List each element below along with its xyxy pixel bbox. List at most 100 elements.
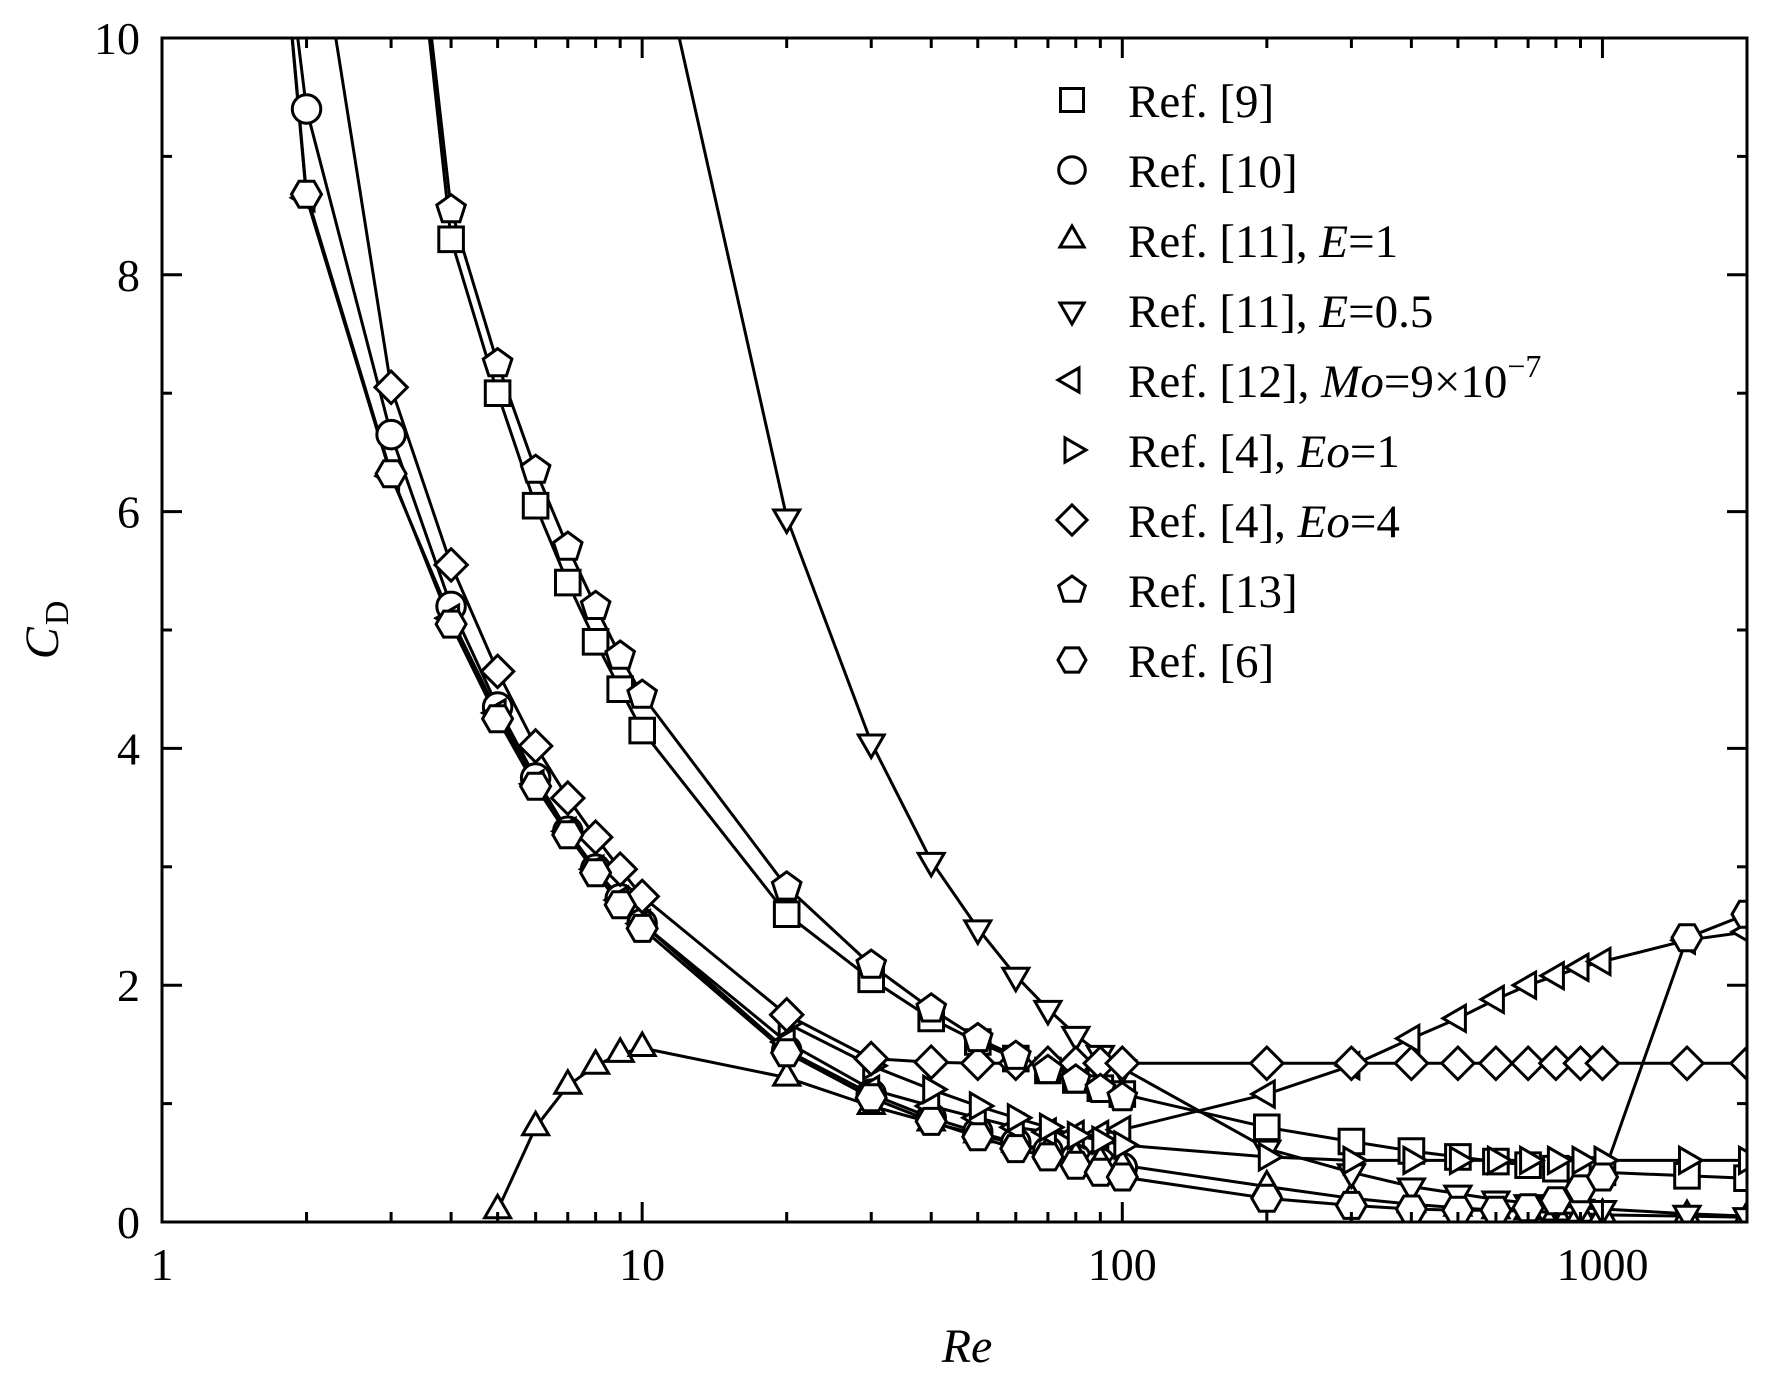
data-point-hexagon-marker: [1334, 1190, 1369, 1220]
data-point-diamond-marker: [1333, 1044, 1370, 1082]
data-point-hexagon-marker: [1441, 1195, 1475, 1222]
legend-label-part: Ref. [9]: [1128, 76, 1274, 128]
legend-label: Ref. [6]: [1128, 636, 1274, 688]
legend-label: Ref. [13]: [1128, 566, 1298, 618]
legend-label-part: Mo: [1320, 356, 1384, 408]
axis-ticks: [160, 36, 1749, 1224]
data-point-triangle-right-marker: [1113, 1129, 1141, 1161]
legend-diamond-marker: [1054, 502, 1090, 538]
data-point-pentagon-marker: [579, 589, 612, 620]
data-point-triangle-left-marker: [1537, 960, 1565, 992]
legend: Ref. [9] Ref. [10] Ref. [11], E=1 Ref. [11]…: [1054, 76, 1541, 688]
y-axis-title: CD: [16, 601, 76, 660]
data-point-triangle-right-marker: [1738, 1144, 1747, 1176]
data-point-hexagon-marker: [961, 1122, 995, 1152]
series-line-7: [334, 38, 1747, 1065]
data-point-diamond-marker: [1584, 1044, 1621, 1082]
data-point-triangle-right-marker: [1091, 1124, 1119, 1156]
data-point-pentagon-marker: [1059, 1063, 1092, 1094]
data-point-triangle-right-marker: [1519, 1144, 1547, 1176]
legend-label: Ref. [12], Mo=9×10−7: [1128, 348, 1541, 408]
plot-frame: [160, 36, 1749, 1224]
series-line-5: [290, 38, 1747, 1136]
data-point-triangle-right-marker: [1571, 1144, 1599, 1176]
data-point-triangle-right-marker: [1402, 1144, 1430, 1176]
data-point-hexagon-marker: [434, 609, 468, 639]
data-point-triangle-down-marker: [1032, 999, 1064, 1027]
x-tick-label: 1000: [1556, 1239, 1648, 1290]
legend-label-part: Ref. [10]: [1128, 146, 1298, 198]
data-point-triangle-right-marker: [1038, 1111, 1066, 1143]
legend-item: Ref. [10]: [1057, 146, 1298, 198]
data-point-diamond-marker: [1668, 1044, 1706, 1082]
data-point-triangle-right-marker: [1342, 1144, 1370, 1176]
data-point-diamond-marker: [1728, 1044, 1747, 1082]
legend-label-part: Eo: [1297, 496, 1350, 548]
y-axis-title-sub: D: [39, 601, 76, 626]
data-point-square-marker: [521, 491, 550, 520]
legend-label-part: Ref. [11],: [1128, 286, 1319, 338]
data-point-triangle-down-marker: [1395, 1177, 1427, 1205]
data-point-pentagon-marker: [999, 1039, 1032, 1070]
data-point-triangle-down-marker: [771, 508, 803, 536]
y-tick-label: 0: [117, 1197, 140, 1248]
data-point-pentagon-marker: [551, 530, 584, 561]
data-point-triangle-left-marker: [1248, 1078, 1276, 1110]
data-point-triangle-down-marker: [1671, 1204, 1703, 1222]
data-point-triangle-left-marker: [1510, 969, 1538, 1001]
data-point-square-marker: [772, 900, 801, 928]
data-point-triangle-down-marker: [1000, 966, 1032, 994]
legend-label-part: =4: [1350, 496, 1400, 548]
x-tick-label: 100: [1088, 1239, 1157, 1290]
data-point-hexagon-marker: [1670, 923, 1704, 953]
data-point-triangle-right-marker: [1257, 1141, 1285, 1173]
data-point-square-marker: [581, 628, 610, 656]
data-point-hexagon-marker: [854, 1083, 888, 1113]
data-point-triangle-left-marker: [1584, 945, 1612, 978]
y-tick-label: 2: [117, 960, 140, 1011]
data-point-square-marker: [437, 225, 465, 254]
legend-label-part: Ref. [12],: [1128, 356, 1321, 408]
data-point-triangle-right-marker: [1066, 1120, 1094, 1152]
data-point-diamond-marker: [1439, 1044, 1477, 1082]
legend-label: Ref. [10]: [1128, 146, 1298, 198]
data-point-triangle-right-marker: [922, 1073, 950, 1105]
data-point-hexagon-marker: [769, 1038, 804, 1068]
legend-circle-marker: [1057, 155, 1087, 185]
legend-label: Ref. [11], E=0.5: [1128, 286, 1433, 338]
legend-item: Ref. [13]: [1056, 566, 1298, 618]
data-point-pentagon-marker: [1031, 1053, 1064, 1085]
data-point-hexagon-marker: [518, 771, 553, 801]
data-point-circle-marker: [375, 418, 407, 451]
data-point-pentagon-marker: [519, 453, 552, 484]
data-point-square-marker: [554, 568, 582, 597]
data-point-triangle-right-marker: [1486, 1144, 1514, 1176]
legend-label-part: Ref. [13]: [1128, 566, 1298, 618]
legend-pentagon-marker: [1056, 574, 1088, 603]
axis-tick-labels: 0 2 4 6 8 10 1 10 100 1000: [94, 13, 1648, 1290]
data-point-triangle-up-marker: [520, 1109, 552, 1137]
data-point-hexagon-marker: [1105, 1162, 1140, 1192]
series-markers: [288, 93, 1747, 1222]
series-8-markers: [435, 192, 1139, 1112]
data-point-square-marker: [483, 379, 512, 407]
legend-square-marker: [1059, 87, 1085, 113]
legend-label-part: =0.5: [1348, 286, 1433, 338]
data-point-pentagon-marker: [1106, 1080, 1139, 1112]
data-point-pentagon-marker: [435, 192, 468, 224]
data-point-diamond-marker: [517, 727, 554, 765]
data-point-hexagon-marker: [1585, 1162, 1620, 1192]
data-point-hexagon-marker: [1031, 1142, 1065, 1172]
legend-item: Ref. [12], Mo=9×10−7: [1054, 348, 1541, 408]
legend-label-part: =1: [1348, 216, 1398, 268]
data-point-diamond-marker: [549, 779, 587, 817]
legend-label-part: =1: [1350, 426, 1400, 478]
data-point-diamond-marker: [852, 1040, 890, 1077]
legend-item: Ref. [11], E=1: [1057, 216, 1398, 268]
data-point-diamond-marker: [912, 1043, 950, 1081]
data-point-hexagon-marker: [578, 858, 613, 888]
data-point-triangle-down-marker: [1060, 1025, 1092, 1053]
data-point-diamond-marker: [959, 1044, 997, 1082]
x-axis-title: Re: [941, 1320, 993, 1373]
data-point-diamond-marker: [623, 878, 661, 915]
